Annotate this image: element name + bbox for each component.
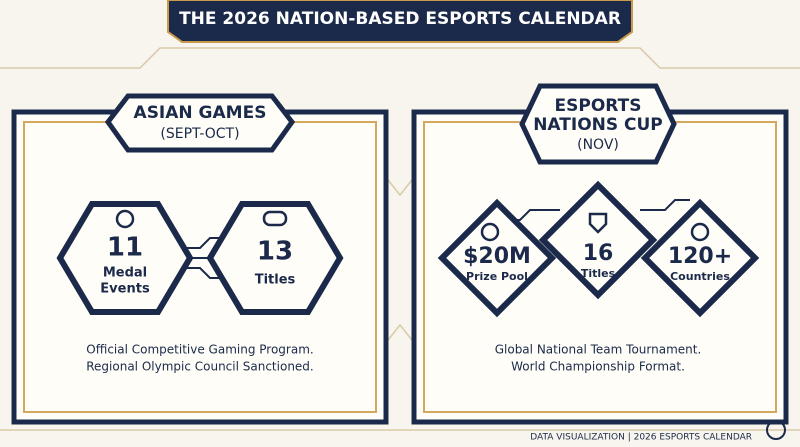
stat-hexagon xyxy=(56,201,194,315)
panel-title: ASIAN GAMES xyxy=(134,103,267,123)
description: World Championship Format. xyxy=(511,360,685,374)
page-title: THE 2026 NATION-BASED ESPORTS CALENDAR xyxy=(179,9,621,29)
stat-value: $20M xyxy=(463,244,531,269)
stat-value: 13 xyxy=(257,237,293,267)
circuit-lines xyxy=(0,47,800,431)
stat-diamond xyxy=(640,198,760,318)
panel-title: ESPORTS xyxy=(555,96,642,116)
description: Regional Olympic Council Sanctioned. xyxy=(86,360,314,374)
medal-icon xyxy=(115,209,135,229)
stat-diamond xyxy=(538,180,658,300)
shield-icon xyxy=(588,212,608,234)
stat-hexagon xyxy=(206,201,344,315)
description: Official Competitive Gaming Program. xyxy=(86,343,313,357)
compass-icon xyxy=(766,420,786,440)
footer-text: DATA VISUALIZATION | 2026 ESPORTS CALEND… xyxy=(530,433,752,443)
stat-value: 11 xyxy=(107,233,143,263)
stat-label: Medal xyxy=(103,266,147,281)
stat-value: 120+ xyxy=(668,244,732,269)
title-banner xyxy=(167,0,633,43)
stat-diamond xyxy=(437,198,557,318)
panel-subtitle: (NOV) xyxy=(577,137,619,153)
controller-icon xyxy=(262,210,288,227)
stat-label: Prize Pool xyxy=(466,270,528,283)
stat-label: Events xyxy=(100,282,150,297)
globe-icon xyxy=(690,222,710,242)
panel-title: NATIONS CUP xyxy=(533,115,663,135)
stat-label: Countries xyxy=(670,270,730,283)
stat-value: 16 xyxy=(583,241,614,266)
title-badge xyxy=(519,83,677,165)
coins-icon xyxy=(480,222,500,242)
panel-subtitle: (SEPT-OCT) xyxy=(160,126,239,142)
title-badge xyxy=(104,93,296,153)
stat-label: Titles xyxy=(581,267,616,280)
description: Global National Team Tournament. xyxy=(495,343,702,357)
stat-label: Titles xyxy=(255,273,296,288)
